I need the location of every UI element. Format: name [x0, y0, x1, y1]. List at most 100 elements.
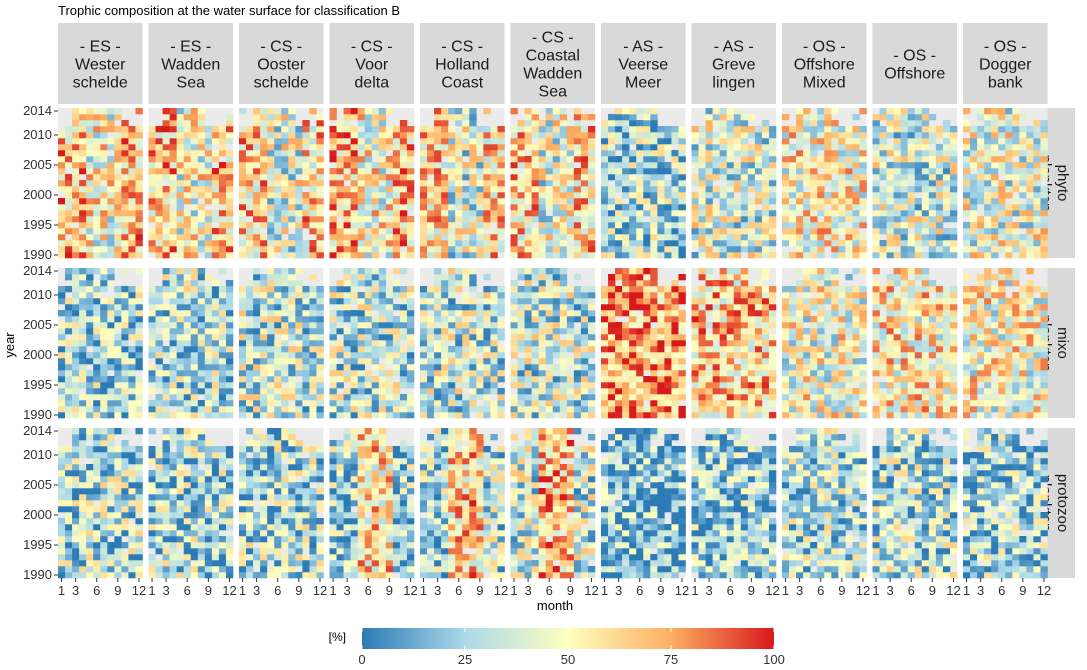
heatmap-cell	[190, 400, 199, 407]
heatmap-cell	[1012, 228, 1020, 235]
heatmap-cell	[434, 370, 442, 377]
heatmap-cell	[573, 334, 582, 341]
heatmap-cell	[573, 186, 582, 193]
heatmap-cell	[747, 174, 756, 181]
heatmap-cell	[559, 340, 568, 347]
heatmap-cell	[336, 138, 344, 145]
heatmap-cell	[225, 156, 234, 163]
heatmap-cell	[316, 370, 324, 377]
heatmap-cell	[587, 132, 596, 139]
heatmap-cell	[510, 328, 518, 335]
heatmap-cell	[643, 198, 651, 205]
heatmap-cell	[914, 222, 923, 229]
heatmap-cell	[420, 228, 428, 235]
heatmap-cell	[253, 394, 261, 401]
column-strip-label: schelde	[254, 75, 309, 92]
heatmap-cell	[274, 400, 282, 407]
heatmap-cell	[510, 340, 518, 347]
heatmap-cell	[197, 352, 206, 359]
heatmap-cell	[678, 168, 686, 175]
heatmap-cell	[399, 382, 408, 389]
heatmap-cell	[211, 304, 220, 311]
heatmap-cell	[671, 234, 679, 241]
heatmap-cell	[371, 268, 380, 275]
heatmap-cell	[671, 352, 679, 359]
heatmap-cell	[183, 180, 192, 187]
heatmap-cell	[253, 352, 261, 359]
heatmap-cell	[803, 192, 811, 199]
heatmap-cell	[364, 292, 373, 299]
heatmap-cell	[86, 114, 94, 121]
heatmap-cell	[538, 144, 547, 151]
heatmap-cell	[107, 322, 115, 329]
heatmap-cell	[378, 156, 387, 163]
heatmap-cell	[490, 310, 498, 317]
heatmap-cell	[636, 316, 644, 323]
heatmap-cell	[789, 222, 797, 229]
heatmap-cell	[267, 310, 275, 317]
heatmap-cell	[629, 132, 637, 139]
heatmap-cell	[72, 240, 80, 247]
heatmap-cell	[274, 328, 282, 335]
heatmap-cell	[608, 228, 616, 235]
heatmap-cell	[691, 150, 699, 157]
heatmap-cell	[942, 126, 951, 133]
heatmap-cell	[364, 358, 373, 365]
heatmap-cell	[350, 138, 358, 145]
heatmap-cell	[336, 162, 344, 169]
heatmap-cell	[399, 210, 408, 217]
heatmap-cell	[977, 168, 985, 175]
heatmap-cell	[121, 246, 129, 253]
heatmap-cell	[441, 400, 449, 407]
heatmap-cell	[121, 334, 129, 341]
heatmap-cell	[427, 316, 435, 323]
heatmap-cell	[879, 228, 887, 235]
heatmap-cell	[1026, 168, 1034, 175]
heatmap-cell	[288, 388, 296, 395]
heatmap-cell	[176, 246, 185, 253]
heatmap-cell	[622, 406, 630, 413]
heatmap-cell	[580, 150, 589, 157]
heatmap-cell	[601, 364, 609, 371]
heatmap-cell	[441, 364, 449, 371]
heatmap-cell	[629, 400, 637, 407]
heatmap-cell	[726, 216, 735, 223]
heatmap-cell	[914, 246, 923, 253]
heatmap-cell	[984, 204, 992, 211]
heatmap-cell	[998, 180, 1006, 187]
heatmap-cell	[239, 204, 247, 211]
heatmap-cell	[462, 352, 470, 359]
heatmap-cell	[497, 328, 505, 335]
x-axis-label: month	[537, 598, 573, 613]
heatmap-cell	[552, 370, 561, 377]
heatmap-cell	[803, 240, 811, 247]
heatmap-cell	[197, 286, 206, 293]
heatmap-cell	[86, 388, 94, 395]
heatmap-cell	[357, 358, 366, 365]
heatmap-cell	[162, 322, 170, 329]
heatmap-cell	[573, 406, 582, 413]
heatmap-cell	[385, 234, 394, 241]
heatmap-cell	[343, 222, 351, 229]
heatmap-cell	[671, 198, 679, 205]
heatmap-cell	[128, 162, 136, 169]
heatmap-cell	[385, 138, 394, 145]
heatmap-cell	[253, 252, 261, 259]
heatmap-cell	[434, 246, 442, 253]
heatmap-cell	[893, 150, 901, 157]
heatmap-cell	[190, 216, 199, 223]
heatmap-cell	[135, 240, 143, 247]
heatmap-cell	[455, 174, 463, 181]
heatmap-cell	[580, 186, 589, 193]
heatmap-cell	[761, 210, 770, 217]
heatmap-cell	[406, 406, 415, 413]
heatmap-cell	[872, 246, 880, 253]
heatmap-cell	[316, 310, 324, 317]
heatmap-cell	[636, 126, 644, 133]
heatmap-cell	[72, 388, 80, 395]
heatmap-cell	[643, 168, 651, 175]
heatmap-cell	[643, 358, 651, 365]
heatmap-cell	[831, 150, 839, 157]
heatmap-cell	[253, 310, 261, 317]
heatmap-cell	[796, 180, 804, 187]
